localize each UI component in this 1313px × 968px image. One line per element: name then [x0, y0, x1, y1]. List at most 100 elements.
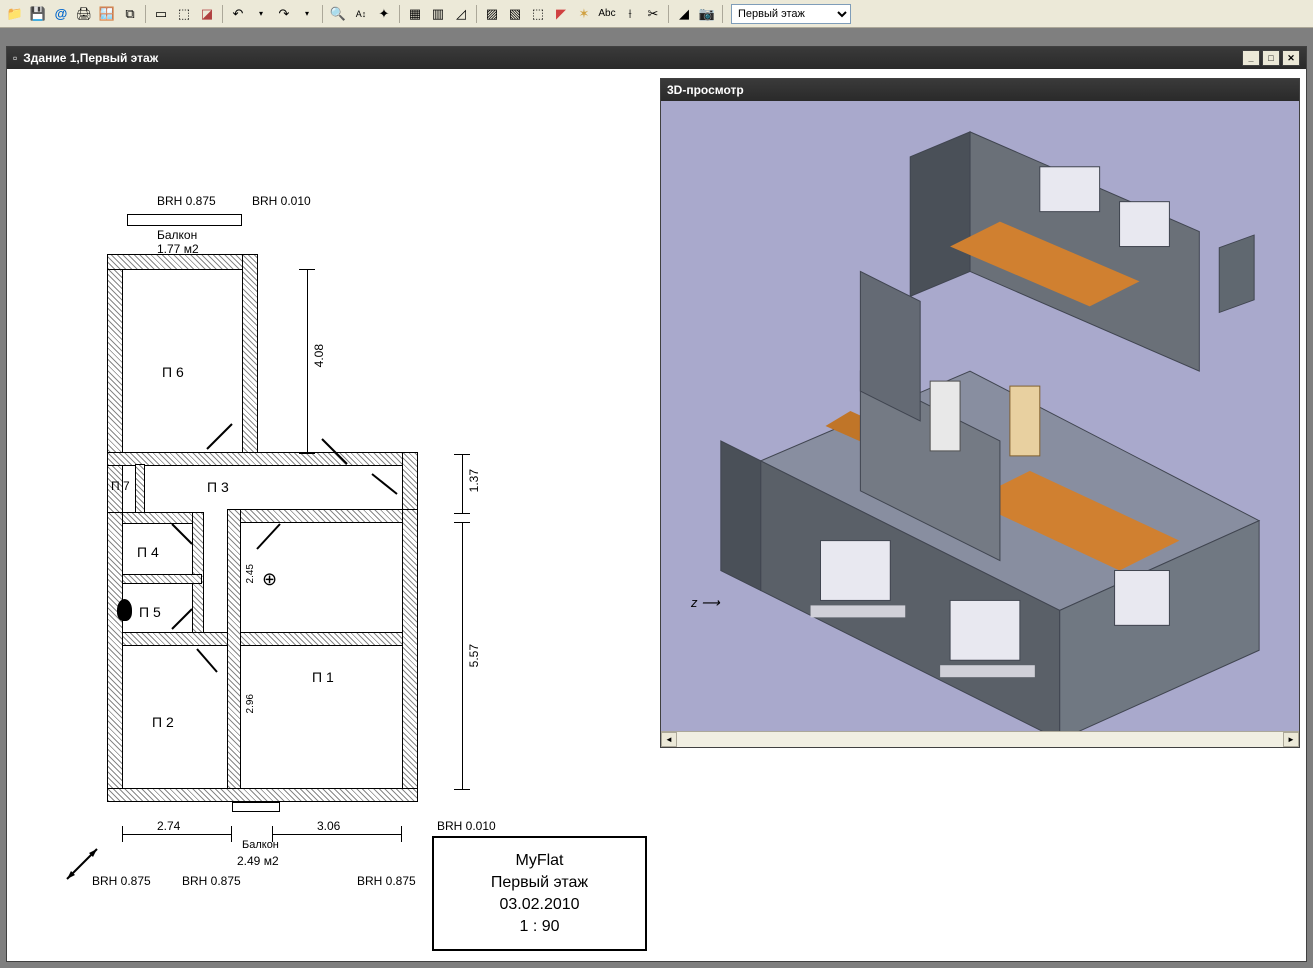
zoom-icon[interactable]: 🔍	[327, 3, 349, 25]
light-icon[interactable]: ◢	[673, 3, 695, 25]
door-swing	[252, 519, 292, 559]
view3d-scrollbar[interactable]: ◄ ►	[661, 731, 1299, 747]
balcony-bottom-label: Балкон	[242, 839, 279, 851]
balcony-top	[127, 214, 242, 226]
redo-icon[interactable]: ↷	[273, 3, 295, 25]
door-swing	[367, 469, 407, 509]
dim-137: 1.37	[467, 469, 481, 492]
dim-line	[122, 834, 232, 835]
wall	[107, 632, 417, 646]
redo-dropdown-icon[interactable]: ▾	[296, 3, 318, 25]
angle-icon[interactable]: ◿	[450, 3, 472, 25]
save-icon[interactable]: 💾	[27, 3, 49, 25]
room-p2: П 2	[152, 714, 174, 730]
zoom-text-icon[interactable]: A↕	[350, 3, 372, 25]
scroll-track[interactable]	[677, 732, 1283, 747]
windows-icon[interactable]: 🪟	[96, 3, 118, 25]
text-icon[interactable]: Abc	[596, 3, 618, 25]
dim-line	[307, 269, 308, 454]
title-scale: 1 : 90	[519, 918, 559, 936]
dim-306: 3.06	[317, 819, 340, 833]
wall	[242, 254, 258, 466]
door-swing	[202, 414, 242, 454]
brh-bottom-mid: BRH 0.875	[182, 874, 241, 888]
title-date: 03.02.2010	[499, 896, 579, 914]
dim-408: 4.08	[312, 344, 326, 367]
title-project: MyFlat	[516, 852, 564, 870]
title-floor: Первый этаж	[491, 874, 588, 892]
dim-296: 2.96	[245, 694, 256, 713]
brh-bottom-far-right: BRH 0.010	[437, 819, 496, 833]
tools-icon[interactable]: ✂	[642, 3, 664, 25]
camera-icon[interactable]: 📷	[696, 3, 718, 25]
dim-557: 5.57	[467, 644, 481, 667]
brh-top-right: BRH 0.010	[252, 194, 311, 208]
balcony-bottom-area: 2.49 м2	[237, 854, 279, 868]
dim-line	[462, 522, 463, 790]
scroll-left-icon[interactable]: ◄	[661, 732, 677, 747]
wall	[135, 464, 145, 514]
room-p3: П 3	[207, 479, 229, 495]
wall	[107, 254, 123, 514]
wall	[107, 452, 417, 466]
origin-marker-icon: ⊕	[262, 569, 277, 590]
drawing-paper: BRH 0.875 BRH 0.010 2.34 Балкон 1.77 м2	[27, 114, 647, 961]
cascade-icon[interactable]: ⧉	[119, 3, 141, 25]
room-p1: П 1	[312, 669, 334, 685]
view3d-body[interactable]: z ⟶	[661, 101, 1299, 731]
open-icon[interactable]: 📁	[4, 3, 26, 25]
main-toolbar: 📁 💾 @ 🖨 🪟 ⧉ ▭ ⬚ ◪ ↶ ▾ ↷ ▾ 🔍 A↕ ✦ ▦ ▥ ◿ ▨…	[0, 0, 1313, 28]
scroll-right-icon[interactable]: ►	[1283, 732, 1299, 747]
close-icon[interactable]: ✕	[1282, 50, 1300, 66]
box-icon[interactable]: ◪	[196, 3, 218, 25]
balcony-bottom	[232, 802, 280, 812]
wall	[107, 512, 123, 802]
grid-icon[interactable]: ▦	[404, 3, 426, 25]
undo-icon[interactable]: ↶	[227, 3, 249, 25]
brh-top-left: BRH 0.875	[157, 194, 216, 208]
mdi-area: ▫ Здание 1,Первый этаж _ □ ✕ BRH 0.875 B…	[0, 28, 1313, 968]
dim-line	[272, 834, 402, 835]
compass-3d-icon: z ⟶	[691, 595, 720, 611]
north-arrow-icon	[57, 839, 107, 889]
view3d-title: 3D-просмотр	[667, 83, 744, 97]
maximize-icon[interactable]: □	[1262, 50, 1280, 66]
overlay-icon[interactable]: ⬚	[527, 3, 549, 25]
view3d-window: 3D-просмотр	[660, 78, 1300, 748]
plan-window-title: Здание 1,Первый этаж	[23, 51, 158, 65]
door-swing	[167, 604, 202, 639]
compass-icon[interactable]: ✦	[373, 3, 395, 25]
star-icon[interactable]: ✶	[573, 3, 595, 25]
page-icon[interactable]: ▭	[150, 3, 172, 25]
view3d-titlebar[interactable]: 3D-просмотр	[661, 79, 1299, 101]
undo-dropdown-icon[interactable]: ▾	[250, 3, 272, 25]
room-p4: П 4	[137, 544, 159, 560]
hatch2-icon[interactable]: ▧	[504, 3, 526, 25]
dim-245: 2.45	[245, 564, 256, 583]
dim-line	[462, 454, 463, 514]
door-swing	[317, 434, 357, 474]
room-p7: П 7	[111, 479, 130, 493]
balcony-top-label: Балкон	[157, 228, 197, 242]
hatch1-icon[interactable]: ▨	[481, 3, 503, 25]
title-block: MyFlat Первый этаж 03.02.2010 1 : 90	[432, 836, 647, 951]
wall	[227, 509, 241, 799]
measure-icon[interactable]: ⟊	[619, 3, 641, 25]
floor-select[interactable]: Первый этаж	[731, 4, 851, 24]
plan-window-titlebar[interactable]: ▫ Здание 1,Первый этаж _ □ ✕	[7, 47, 1306, 69]
minimize-icon[interactable]: _	[1242, 50, 1260, 66]
email-icon[interactable]: @	[50, 3, 72, 25]
corner-icon[interactable]: ◤	[550, 3, 572, 25]
iso-render	[661, 101, 1299, 731]
print-icon[interactable]: 🖨	[73, 3, 95, 25]
brh-bottom-right: BRH 0.875	[357, 874, 416, 888]
dim-274: 2.74	[157, 819, 180, 833]
ruler-icon[interactable]: ▥	[427, 3, 449, 25]
wall	[107, 254, 257, 270]
wall	[107, 788, 418, 802]
layout-icon[interactable]: ⬚	[173, 3, 195, 25]
room-p5: П 5	[139, 604, 161, 620]
wall	[402, 509, 418, 802]
door-swing	[192, 644, 227, 679]
door-swing	[167, 519, 202, 554]
